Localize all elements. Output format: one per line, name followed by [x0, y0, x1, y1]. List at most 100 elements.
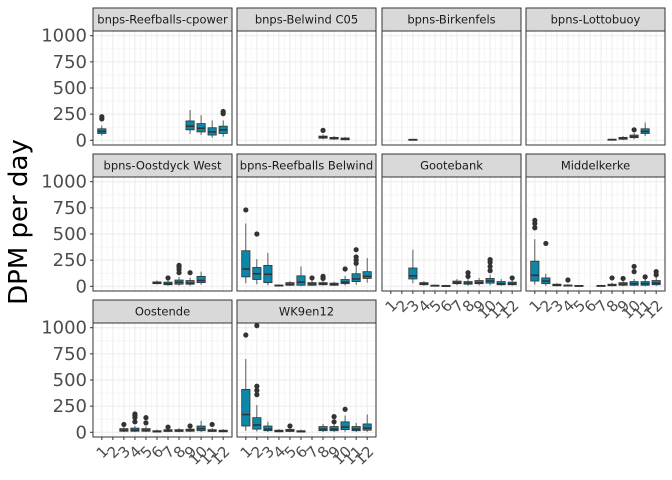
box-10 [340, 266, 350, 286]
box-1 [530, 217, 540, 285]
outlier-point [320, 127, 326, 133]
outlier-point [631, 263, 637, 270]
outlier-point [220, 108, 226, 115]
box-10 [196, 420, 206, 432]
box-9 [474, 277, 484, 286]
box [196, 275, 206, 284]
box-6 [441, 285, 451, 287]
box [362, 271, 372, 279]
y-axis-title: DPM per day [4, 139, 34, 305]
outlier-point [565, 277, 571, 283]
box-3 [119, 421, 129, 432]
box-11 [207, 120, 217, 138]
y-tick-label: 1000 [41, 26, 87, 47]
box-7 [307, 275, 317, 286]
outlier-point [243, 332, 249, 338]
outlier-point [642, 274, 648, 280]
outlier-point [465, 270, 471, 276]
box [408, 267, 418, 280]
box-8 [607, 275, 617, 287]
y-tick-label: 1000 [41, 172, 87, 193]
y-tick-label: 500 [53, 78, 87, 99]
box [340, 421, 350, 431]
outlier-point [209, 421, 215, 428]
outlier-point [631, 269, 637, 275]
y-tick-label: 0 [76, 422, 87, 443]
box-8 [318, 127, 328, 140]
outlier-point [465, 273, 471, 279]
box-7 [163, 424, 173, 433]
outlier-point [509, 275, 515, 281]
outlier-point [543, 240, 549, 247]
box [241, 250, 251, 278]
facet-strip-label: Gootebank [420, 159, 483, 173]
box [252, 417, 262, 430]
outlier-point [132, 419, 138, 425]
box-5 [285, 423, 295, 433]
box-12 [362, 258, 372, 283]
box-9 [185, 109, 195, 135]
box-12 [218, 429, 228, 433]
y-tick-label: 750 [53, 52, 87, 73]
box-2 [252, 323, 262, 432]
box [241, 389, 251, 427]
box-1 [241, 207, 251, 284]
box [530, 260, 540, 282]
outlier-point [532, 217, 538, 224]
box-12 [507, 275, 517, 286]
box-11 [640, 122, 650, 137]
box-5 [141, 415, 151, 432]
outlier-point [487, 263, 493, 270]
outlier-point [254, 387, 260, 394]
box-9 [185, 270, 195, 286]
outlier-point [132, 411, 138, 417]
box-8 [463, 270, 473, 286]
outlier-point [653, 269, 659, 275]
facet-strip-label: WK9en12 [279, 305, 334, 319]
y-tick-label: 750 [53, 198, 87, 219]
facet-panel: bpns-Lottobuoy [525, 7, 666, 146]
facet-strip-label: bnps-Belwind C05 [255, 13, 358, 27]
outlier-point [187, 270, 193, 276]
box-11 [496, 278, 506, 286]
box-4 [419, 281, 429, 286]
panel-border [381, 30, 522, 146]
box-11 [640, 274, 650, 287]
outlier-point [287, 423, 293, 429]
outlier-point [254, 383, 260, 389]
box-3 [408, 249, 418, 284]
outlier-point [353, 247, 359, 253]
y-tick-label: 500 [53, 370, 87, 391]
outlier-point [254, 392, 260, 398]
facet-strip-label: Middelkerke [561, 159, 630, 173]
outlier-point [143, 420, 149, 426]
box-4 [130, 411, 140, 432]
outlier-point [309, 275, 315, 281]
box-3 [552, 283, 562, 287]
box-9 [185, 423, 195, 432]
box-9 [329, 281, 339, 286]
panel-border [236, 30, 377, 146]
box-8 [174, 428, 184, 433]
box [296, 275, 306, 286]
y-tick-label: 500 [53, 224, 87, 245]
panel-border [236, 322, 377, 438]
outlier-point [487, 257, 493, 263]
facet-strip-label: bpns-Oostdyck West [104, 159, 222, 173]
facet-strip-label: Oostende [135, 305, 190, 319]
outlier-point [143, 415, 149, 421]
y-tick-label: 250 [53, 104, 87, 125]
box-9 [618, 136, 628, 141]
box-7 [452, 278, 462, 286]
box-6 [152, 280, 162, 285]
outlier-point [331, 419, 337, 425]
outlier-point [99, 114, 105, 120]
box-4 [563, 277, 573, 287]
box-10 [629, 263, 639, 287]
box-10 [196, 271, 206, 285]
outlier-point [353, 254, 359, 260]
box-10 [485, 257, 495, 286]
box-5 [285, 281, 295, 286]
